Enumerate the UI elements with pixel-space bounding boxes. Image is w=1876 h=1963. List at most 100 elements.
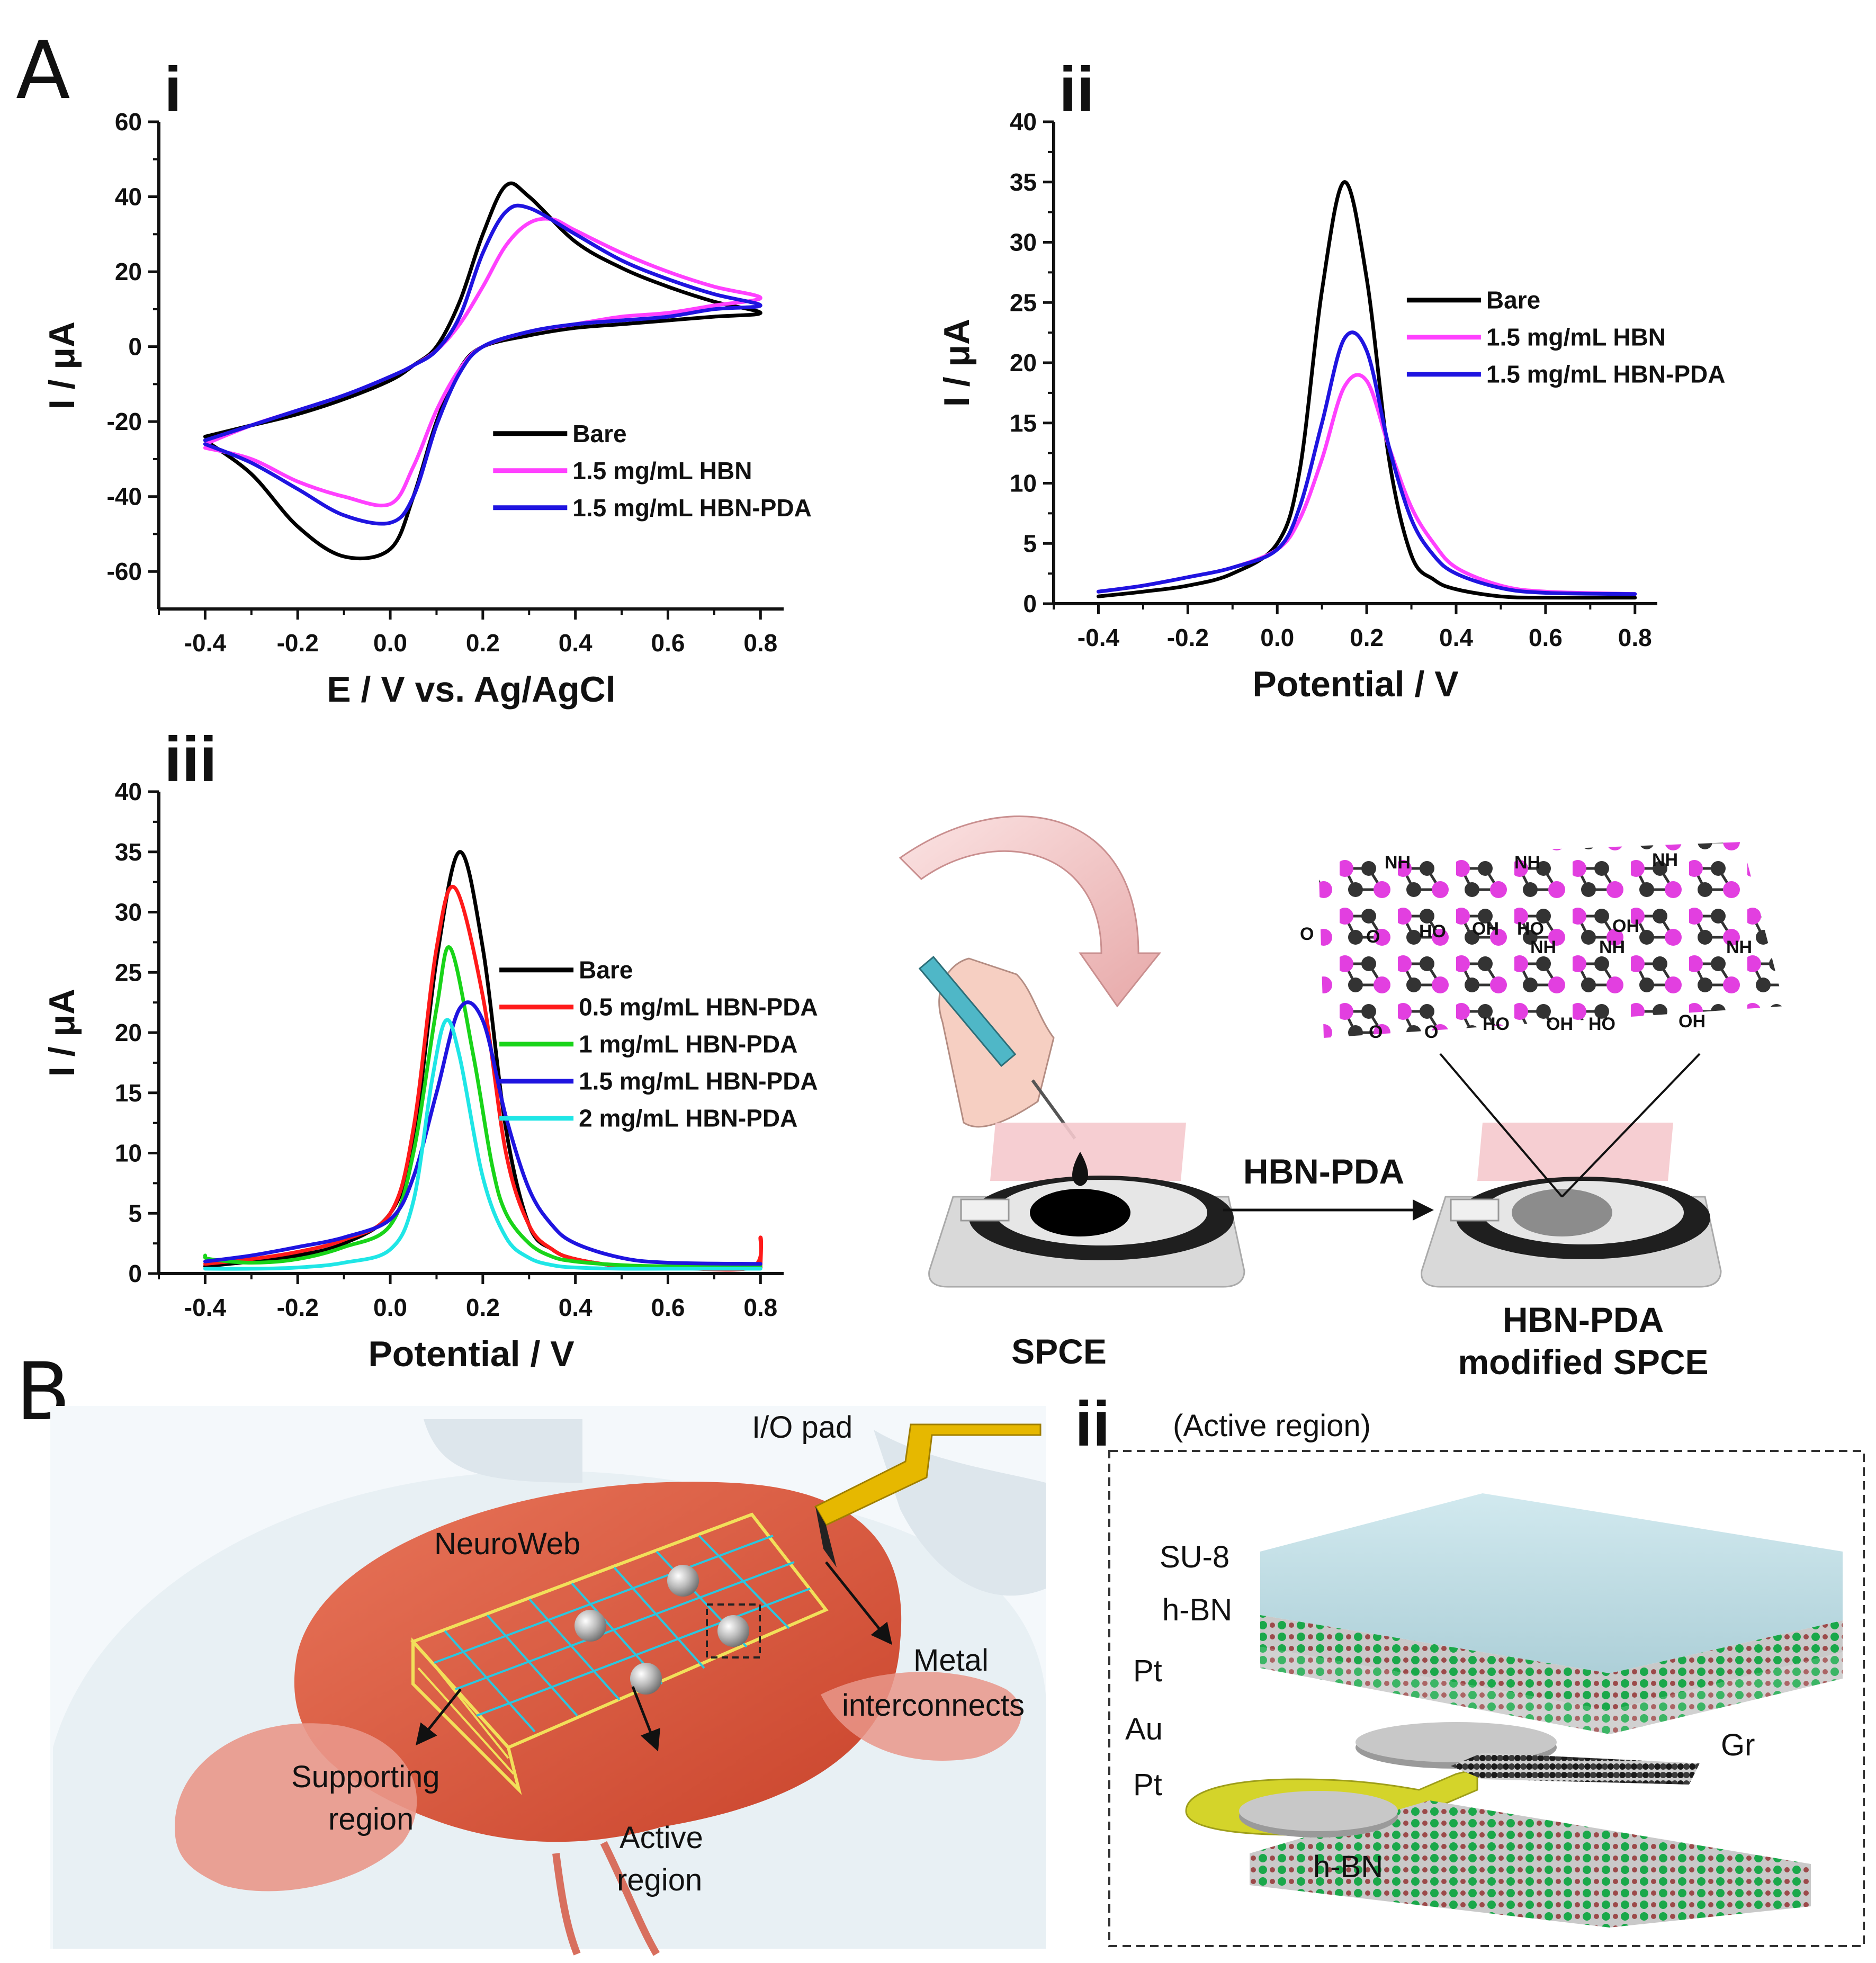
pt-top-label: Pt [1133,1654,1162,1688]
y-tick-label: 15 [115,1079,142,1107]
series-line-c2 [203,1018,762,1271]
x-tick-label: -0.2 [277,1294,319,1321]
legend-entry: Bare [579,956,633,984]
series-line-HBN [1096,373,1637,596]
neuroweb-illustration: i [50,1404,1046,1956]
hand-pipette-icon [918,956,1076,1140]
y-tick-label: 35 [115,838,142,866]
x-tick-label: 0.6 [651,1294,685,1321]
dashed-frame [1108,1450,1865,1947]
svg-text:NH: NH [1514,853,1540,873]
active-label-line1: Active [620,1821,703,1855]
svg-text:NH: NH [1385,853,1411,873]
y-tick-label: 5 [1023,530,1037,557]
x-tick-label: -0.2 [1167,624,1209,651]
y-tick-label: 60 [115,108,142,136]
y-tick-label: 40 [115,778,142,805]
x-axis-title: E / V vs. Ag/AgCl [327,669,615,710]
series-line-Bare [203,850,762,1270]
x-tick-label: 0.6 [651,629,685,657]
chart-sub-label: iii [164,724,217,795]
legend-entry: 1.5 mg/mL HBN-PDA [579,1068,818,1095]
y-tick-label: 30 [1010,229,1037,256]
series-line-c1 [203,945,762,1268]
curved-arrow-icon [899,815,1162,1008]
modified-spce-label-line1: HBN-PDA [1503,1300,1664,1339]
y-tick-label: 20 [115,258,142,285]
svg-text:OH: OH [1472,919,1499,939]
svg-text:NH: NH [1726,937,1752,957]
y-tick-label: -20 [107,408,142,435]
su8-label: SU-8 [1160,1540,1229,1574]
active-label-line2: region [617,1863,702,1897]
metal-label-line1: Metal [913,1643,989,1678]
legend-entry: 0.5 mg/mL HBN-PDA [579,993,818,1021]
chem-labels: NH NH NH NH NH NH HO OH HO OH HO OH HO O… [1300,850,1752,1042]
y-tick-label: 20 [115,1019,142,1046]
x-tick-label: 0.8 [743,1294,777,1321]
x-tick-label: 0.8 [743,629,777,657]
x-tick-label: 0.6 [1529,624,1563,651]
spce-electrode [928,1123,1245,1288]
svg-text:OH: OH [1678,1011,1706,1032]
active-region-layers: ii (Active region) SU-8 h-BN Pt Au Pt Gr… [1075,1388,1865,1947]
chart-dpv-comparison: ii -0.4 -0.2 0.0 0.2 0.4 0.6 0.8 0 5 10 15 20 25 30 35 4… [937,54,1725,704]
y-tick-label: 20 [1010,349,1037,377]
x-tick-label: -0.4 [184,629,227,657]
series-line-HBN_PDA [203,203,762,526]
electrode-sphere-icon [575,1610,606,1642]
su8-layer [1260,1493,1843,1673]
modified-spce-label-line2: modified SPCE [1458,1342,1708,1382]
y-tick-label: 40 [115,183,142,211]
x-tick-label: 0.2 [466,629,500,657]
svg-text:O: O [1366,927,1380,947]
x-tick-label: 0.2 [1350,624,1384,651]
chart-sub-label: i [164,54,182,125]
y-tick-label: 0 [1023,590,1037,617]
y-axis-title: I / μA [937,319,977,407]
hbn-pda-molecule-sheet: NH NH NH NH NH NH HO OH HO OH HO OH HO O… [1300,842,1784,1042]
y-tick-label: 25 [115,958,142,986]
neuroweb-label: NeuroWeb [434,1527,580,1561]
panel-letter-A: A [16,25,70,117]
hbn-top-label: h-BN [1162,1593,1232,1627]
gr-label: Gr [1721,1728,1755,1762]
svg-text:HO: HO [1517,919,1544,939]
chart-dpv-concentration: iii -0.4 -0.2 0.0 0.2 0.4 0.6 0.8 0 5 10 15 20 25 30 35… [42,724,818,1374]
series-line-Bare [1096,180,1637,600]
svg-text:HO: HO [1419,921,1446,942]
legend-entry: 2 mg/mL HBN-PDA [579,1105,797,1132]
svg-text:HO: HO [1483,1014,1510,1034]
y-tick-label: 5 [128,1199,142,1227]
y-tick-label: 15 [1010,409,1037,437]
svg-text:NH: NH [1652,850,1678,870]
x-tick-label: 0.0 [1260,624,1294,651]
legend-entry: 1.5 mg/mL HBN-PDA [1486,361,1726,388]
y-tick-label: 10 [1010,470,1037,497]
x-tick-label: 0.2 [466,1294,500,1321]
x-axis-title: Potential / V [1252,664,1458,704]
hbn-bottom-label: h-BN [1313,1850,1383,1884]
svg-text:O: O [1369,1022,1383,1042]
svg-text:OH: OH [1612,916,1639,936]
x-tick-label: 0.4 [559,1294,593,1321]
supporting-label-line1: Supporting [291,1760,440,1794]
y-tick-label: 35 [1010,168,1037,196]
y-tick-label: -60 [107,558,142,585]
svg-text:O: O [1300,924,1314,944]
legend-entry: 1 mg/mL HBN-PDA [579,1030,797,1058]
panel-B-sub-label-ii: ii [1075,1388,1110,1459]
chart-cyclic-voltammetry: i -0.4 -0.2 0.0 0.2 0.4 0.6 0.8 -60 -40 -20 0 20 40 60… [42,54,812,710]
series-line-c15 [203,1000,762,1266]
x-axis-title: Potential / V [368,1334,574,1374]
graphene-layer [1451,1753,1700,1785]
au-label: Au [1125,1712,1163,1746]
brain-icon [294,1482,902,1842]
svg-text:NH: NH [1599,937,1625,957]
legend-entry: 1.5 mg/mL HBN-PDA [572,494,812,522]
io-pad-label: I/O pad [752,1410,852,1445]
x-tick-label: -0.4 [184,1294,227,1321]
y-tick-label: 25 [1010,289,1037,316]
y-tick-label: 10 [115,1140,142,1167]
